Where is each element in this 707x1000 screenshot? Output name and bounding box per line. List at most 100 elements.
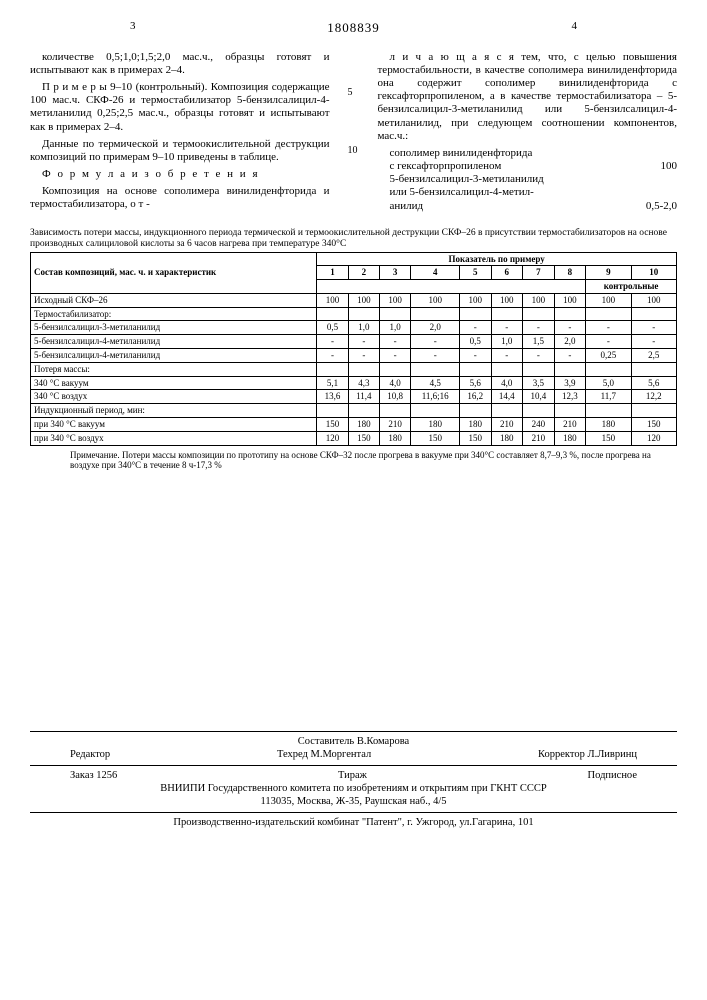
note-text: Потери массы композиции по прототипу на … bbox=[70, 450, 651, 471]
cell: 5,6 bbox=[631, 376, 676, 390]
data-table: Состав композиций, мас. ч. и характерист… bbox=[30, 252, 677, 446]
row-label: Потеря массы: bbox=[31, 362, 317, 376]
cell: 13,6 bbox=[317, 390, 349, 404]
para: Композиция на основе сополимера винилиде… bbox=[30, 185, 330, 211]
footer: Составитель В.Комарова Редактор Техред М… bbox=[30, 731, 677, 830]
table-header-ctrl: контрольные bbox=[586, 280, 677, 294]
cell: 4,0 bbox=[491, 376, 523, 390]
cell: 16,2 bbox=[459, 390, 491, 404]
cell: 12,3 bbox=[554, 390, 586, 404]
col-num: 5 bbox=[459, 266, 491, 280]
page-num-right: 4 bbox=[572, 20, 578, 36]
note-label: Примечание. bbox=[70, 450, 120, 460]
cell: 0,5 bbox=[317, 321, 349, 335]
cell: 100 bbox=[586, 293, 631, 307]
cell bbox=[411, 307, 460, 321]
cell bbox=[523, 404, 555, 418]
cell: 4,0 bbox=[379, 376, 411, 390]
cell: 3,5 bbox=[523, 376, 555, 390]
table-note: Примечание. Потери массы композиции по п… bbox=[30, 450, 677, 472]
cell: 210 bbox=[491, 418, 523, 432]
cell: - bbox=[631, 335, 676, 349]
para: П р и м е р ы 9–10 (контрольный). Композ… bbox=[30, 81, 330, 134]
cell: - bbox=[459, 349, 491, 363]
cell bbox=[459, 404, 491, 418]
cell: 11,6;16 bbox=[411, 390, 460, 404]
cell: - bbox=[317, 335, 349, 349]
row-label: 5-бензилсалицил-3-метиланилид bbox=[31, 321, 317, 335]
right-column: л и ч а ю щ а я с я тем, что, с целью по… bbox=[378, 51, 678, 216]
cell: 180 bbox=[348, 418, 379, 432]
cell: 3,9 bbox=[554, 376, 586, 390]
para: Данные по термической и термоокислительн… bbox=[30, 138, 330, 164]
row-label: 340 °С воздух bbox=[31, 390, 317, 404]
cell: 150 bbox=[411, 431, 460, 445]
cell: 1,5 bbox=[523, 335, 555, 349]
cell: 180 bbox=[379, 431, 411, 445]
row-label: 340 °С вакуум bbox=[31, 376, 317, 390]
cell bbox=[586, 307, 631, 321]
cell bbox=[411, 362, 460, 376]
cell bbox=[491, 362, 523, 376]
cell: 11,7 bbox=[586, 390, 631, 404]
corrector: Корректор Л.Ливринц bbox=[538, 749, 637, 762]
col-num: 7 bbox=[523, 266, 555, 280]
row-label: при 340 °С вакуум bbox=[31, 418, 317, 432]
cell: 180 bbox=[491, 431, 523, 445]
cell: - bbox=[586, 321, 631, 335]
cell: 180 bbox=[411, 418, 460, 432]
cell: - bbox=[348, 335, 379, 349]
table-caption: Зависимость потери массы, индукционного … bbox=[30, 228, 677, 250]
cell: 0,25 bbox=[586, 349, 631, 363]
cell: 100 bbox=[631, 293, 676, 307]
cell bbox=[459, 362, 491, 376]
cell: 5,6 bbox=[459, 376, 491, 390]
component-value: 100 bbox=[661, 160, 678, 173]
para: л и ч а ю щ а я с я тем, что, с целью по… bbox=[378, 51, 678, 143]
cell bbox=[631, 307, 676, 321]
page-header: 3 1808839 4 bbox=[30, 20, 677, 36]
left-column: количестве 0,5;1,0;1,5;2,0 мас.ч., образ… bbox=[30, 51, 330, 216]
cell: - bbox=[459, 321, 491, 335]
cell: 1,0 bbox=[379, 321, 411, 335]
cell: 2,0 bbox=[411, 321, 460, 335]
cell: 11,4 bbox=[348, 390, 379, 404]
org-addr: 113035, Москва, Ж-35, Раушская наб., 4/5 bbox=[30, 796, 677, 809]
cell bbox=[631, 404, 676, 418]
cell: 100 bbox=[554, 293, 586, 307]
col-num: 6 bbox=[491, 266, 523, 280]
col-num: 4 bbox=[411, 266, 460, 280]
gutter: 5 10 bbox=[348, 51, 360, 216]
compiler: Составитель В.Комарова bbox=[30, 736, 677, 749]
cell: 10,8 bbox=[379, 390, 411, 404]
cell: - bbox=[586, 335, 631, 349]
cell: 2,0 bbox=[554, 335, 586, 349]
tirazh: Тираж bbox=[338, 770, 367, 783]
row-label: Термостабилизатор: bbox=[31, 307, 317, 321]
cell bbox=[348, 362, 379, 376]
cell bbox=[317, 362, 349, 376]
table-header: Показатель по примеру bbox=[317, 252, 677, 266]
cell bbox=[317, 307, 349, 321]
cell bbox=[491, 307, 523, 321]
cell: - bbox=[379, 335, 411, 349]
cell bbox=[554, 307, 586, 321]
component-line: сополимер винилиденфторида bbox=[390, 147, 678, 160]
cell: 240 bbox=[523, 418, 555, 432]
formula-heading: Ф о р м у л а и з о б р е т е н и я bbox=[30, 168, 330, 181]
cell: 210 bbox=[523, 431, 555, 445]
patent-number: 1808839 bbox=[327, 20, 380, 36]
col-num: 8 bbox=[554, 266, 586, 280]
row-label: 5-бензилсалицил-4-метиланилид bbox=[31, 349, 317, 363]
body-columns: количестве 0,5;1,0;1,5;2,0 мас.ч., образ… bbox=[30, 51, 677, 216]
row-label: Индукционный период, мин: bbox=[31, 404, 317, 418]
cell: - bbox=[317, 349, 349, 363]
cell: 4,5 bbox=[411, 376, 460, 390]
line-num: 10 bbox=[348, 145, 358, 157]
cell bbox=[554, 404, 586, 418]
cell bbox=[317, 404, 349, 418]
cell bbox=[586, 404, 631, 418]
cell bbox=[379, 307, 411, 321]
cell: 100 bbox=[379, 293, 411, 307]
row-label: при 340 °С воздух bbox=[31, 431, 317, 445]
